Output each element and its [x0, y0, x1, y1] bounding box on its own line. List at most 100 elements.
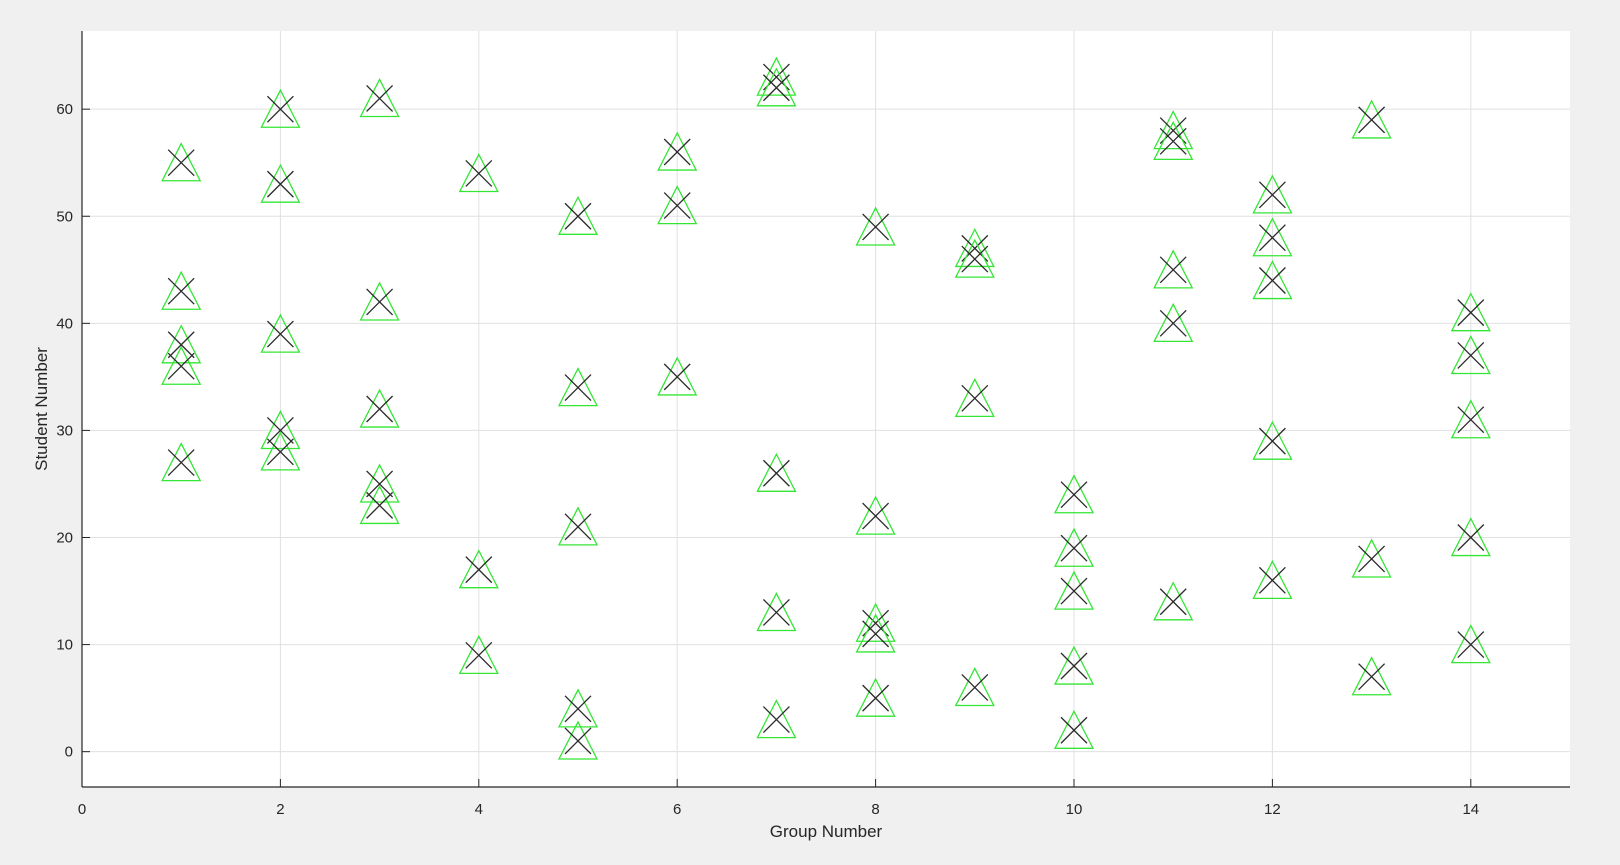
triangle-marker	[1053, 474, 1095, 514]
x-tick-label: 12	[1264, 801, 1281, 818]
x-tick-label: 8	[871, 801, 879, 818]
cross-marker-line	[366, 491, 394, 519]
data-point	[260, 313, 301, 353]
triangle-marker	[855, 495, 896, 535]
cross-marker-line	[1358, 106, 1386, 134]
cross-marker-line	[1457, 631, 1485, 659]
triangle-marker	[1450, 335, 1491, 375]
y-tick-label: 50	[56, 208, 73, 225]
triangle-marker	[855, 602, 896, 642]
data-point	[1351, 538, 1392, 578]
triangle-marker	[1252, 174, 1293, 214]
x-tick-label: 2	[276, 801, 284, 818]
cross-marker-line	[167, 331, 195, 359]
triangle-marker	[855, 677, 896, 717]
triangle-marker	[1153, 302, 1194, 343]
triangle-marker	[756, 56, 797, 96]
triangle-marker	[756, 592, 797, 632]
data-point	[855, 677, 896, 717]
triangle-marker	[557, 688, 599, 728]
data-point	[1351, 656, 1392, 696]
triangle-marker	[954, 377, 995, 417]
y-tick-label: 20	[56, 529, 73, 546]
triangle-marker	[1252, 217, 1293, 257]
y-tick-label: 40	[56, 315, 73, 332]
data-point	[1450, 624, 1491, 664]
triangle-marker	[359, 78, 400, 118]
triangle-marker	[359, 388, 400, 428]
triangle-marker	[161, 324, 202, 364]
data-point	[161, 324, 202, 364]
data-point	[657, 356, 698, 396]
data-point	[359, 388, 400, 428]
cross-marker-line	[564, 513, 592, 541]
data-point	[458, 152, 499, 193]
triangle-marker	[1153, 581, 1194, 621]
cross-marker-line	[1060, 577, 1088, 605]
data-point	[161, 142, 202, 182]
y-tick-label: 10	[56, 637, 73, 654]
cross-marker-line	[1358, 663, 1386, 691]
cross-marker-line	[862, 213, 890, 241]
data-point	[1450, 517, 1491, 557]
triangle-marker	[260, 313, 301, 353]
cross-marker-line	[862, 684, 890, 712]
cross-marker-line	[1457, 406, 1485, 434]
x-tick-label: 0	[78, 801, 86, 818]
data-point	[1053, 474, 1095, 514]
data-point	[359, 484, 400, 525]
data-point	[260, 163, 301, 203]
cross-marker-line	[961, 245, 989, 273]
cross-marker-line	[961, 384, 989, 412]
cross-marker-line	[266, 170, 294, 198]
x-tick-label: 4	[475, 801, 483, 818]
cross-marker-line	[1457, 299, 1485, 327]
cross-marker-line	[1258, 181, 1286, 209]
triangle-marker	[458, 549, 499, 589]
cross-marker-line	[1258, 427, 1286, 455]
cross-marker-line	[366, 85, 394, 112]
data-point	[161, 345, 202, 385]
data-point	[260, 431, 301, 471]
data-point	[557, 720, 599, 760]
triangle-marker	[1450, 399, 1491, 439]
cross-marker-line	[1060, 534, 1088, 562]
data-point	[1252, 217, 1293, 257]
data-point	[359, 281, 400, 321]
cross-marker-line	[762, 706, 790, 733]
data-point	[1053, 570, 1095, 610]
cross-marker-line	[1159, 127, 1187, 155]
cross-marker-line	[1457, 524, 1485, 551]
cross-marker-line	[762, 598, 790, 626]
data-point	[260, 409, 301, 450]
cross-marker-line	[1060, 652, 1088, 680]
cross-marker-line	[167, 352, 195, 380]
triangle-marker	[1153, 110, 1194, 150]
triangle-marker	[756, 67, 797, 107]
cross-marker-line	[465, 556, 493, 584]
cross-marker-line	[366, 470, 394, 498]
x-tick-label: 14	[1462, 801, 1479, 818]
triangle-marker	[1252, 559, 1293, 600]
x-axis-label: Group Number	[770, 822, 883, 841]
cross-marker-line	[167, 449, 195, 477]
data-point	[1252, 559, 1293, 600]
data-point	[1153, 249, 1194, 289]
triangle-marker	[161, 270, 202, 310]
data-point	[359, 463, 400, 503]
triangle-marker	[260, 409, 301, 450]
cross-marker-line	[266, 95, 294, 123]
data-point	[756, 699, 797, 739]
triangle-marker	[1252, 260, 1293, 300]
data-point	[1053, 709, 1095, 749]
plot-area	[82, 31, 1570, 787]
triangle-marker	[657, 356, 698, 396]
cross-marker-line	[366, 395, 394, 423]
triangle-marker	[557, 367, 599, 407]
data-point	[1450, 399, 1491, 439]
triangle-marker	[557, 720, 599, 760]
cross-marker-line	[1159, 256, 1187, 284]
y-axis-label: Student Number	[32, 347, 51, 471]
cross-marker-line	[564, 727, 592, 755]
cross-marker-line	[1258, 267, 1286, 294]
